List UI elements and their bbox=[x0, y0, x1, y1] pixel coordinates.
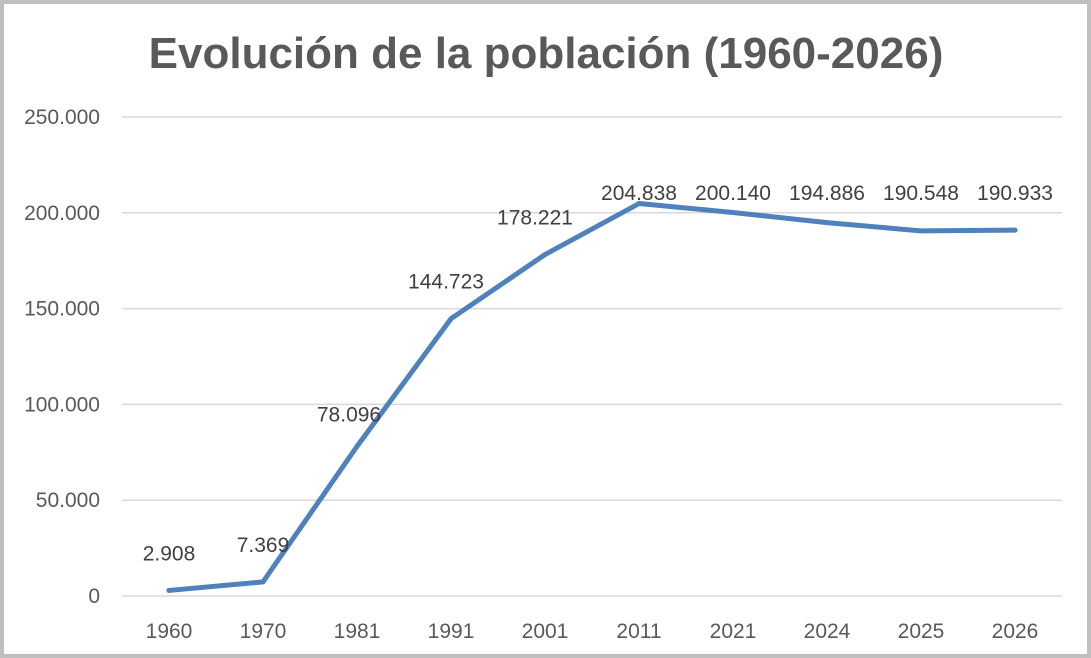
data-point bbox=[166, 587, 172, 593]
y-tick-label: 50.000 bbox=[36, 489, 100, 512]
y-tick-label: 0 bbox=[88, 585, 100, 608]
data-point bbox=[918, 228, 924, 234]
x-tick-label: 2025 bbox=[898, 620, 945, 643]
data-label: 144.723 bbox=[408, 271, 484, 294]
y-tick-label: 100.000 bbox=[24, 393, 100, 416]
x-tick-label: 2001 bbox=[522, 620, 569, 643]
y-tick-label: 250.000 bbox=[24, 106, 100, 129]
data-point bbox=[824, 220, 830, 226]
data-point bbox=[354, 443, 360, 449]
x-tick-label: 2026 bbox=[992, 620, 1039, 643]
x-tick-label: 2011 bbox=[616, 620, 661, 643]
series-line bbox=[166, 201, 1018, 593]
data-label: 2.908 bbox=[143, 542, 196, 565]
chart-title: Evolución de la población (1960-2026) bbox=[149, 29, 944, 78]
data-label: 204.838 bbox=[601, 182, 677, 205]
y-tick-label: 150.000 bbox=[24, 298, 100, 321]
x-tick-label: 2024 bbox=[804, 620, 851, 643]
data-point bbox=[636, 201, 642, 207]
data-point bbox=[260, 579, 266, 585]
data-label: 7.369 bbox=[237, 534, 290, 557]
y-tick-label: 200.000 bbox=[24, 202, 100, 225]
data-point bbox=[1012, 227, 1018, 233]
data-label: 190.548 bbox=[883, 182, 959, 205]
data-point bbox=[730, 210, 736, 216]
data-point bbox=[448, 316, 454, 322]
data-point bbox=[542, 252, 548, 258]
x-tick-label: 1960 bbox=[146, 620, 193, 643]
data-label: 194.886 bbox=[789, 182, 865, 205]
x-tick-label: 1970 bbox=[240, 620, 287, 643]
data-label: 190.933 bbox=[977, 182, 1053, 205]
data-label: 178.221 bbox=[497, 207, 573, 230]
x-tick-label: 2021 bbox=[710, 620, 757, 643]
x-tick-label: 1991 bbox=[428, 620, 475, 643]
x-tick-label: 1981 bbox=[334, 620, 381, 643]
data-label: 200.140 bbox=[695, 182, 771, 205]
data-label: 78.096 bbox=[317, 403, 381, 426]
